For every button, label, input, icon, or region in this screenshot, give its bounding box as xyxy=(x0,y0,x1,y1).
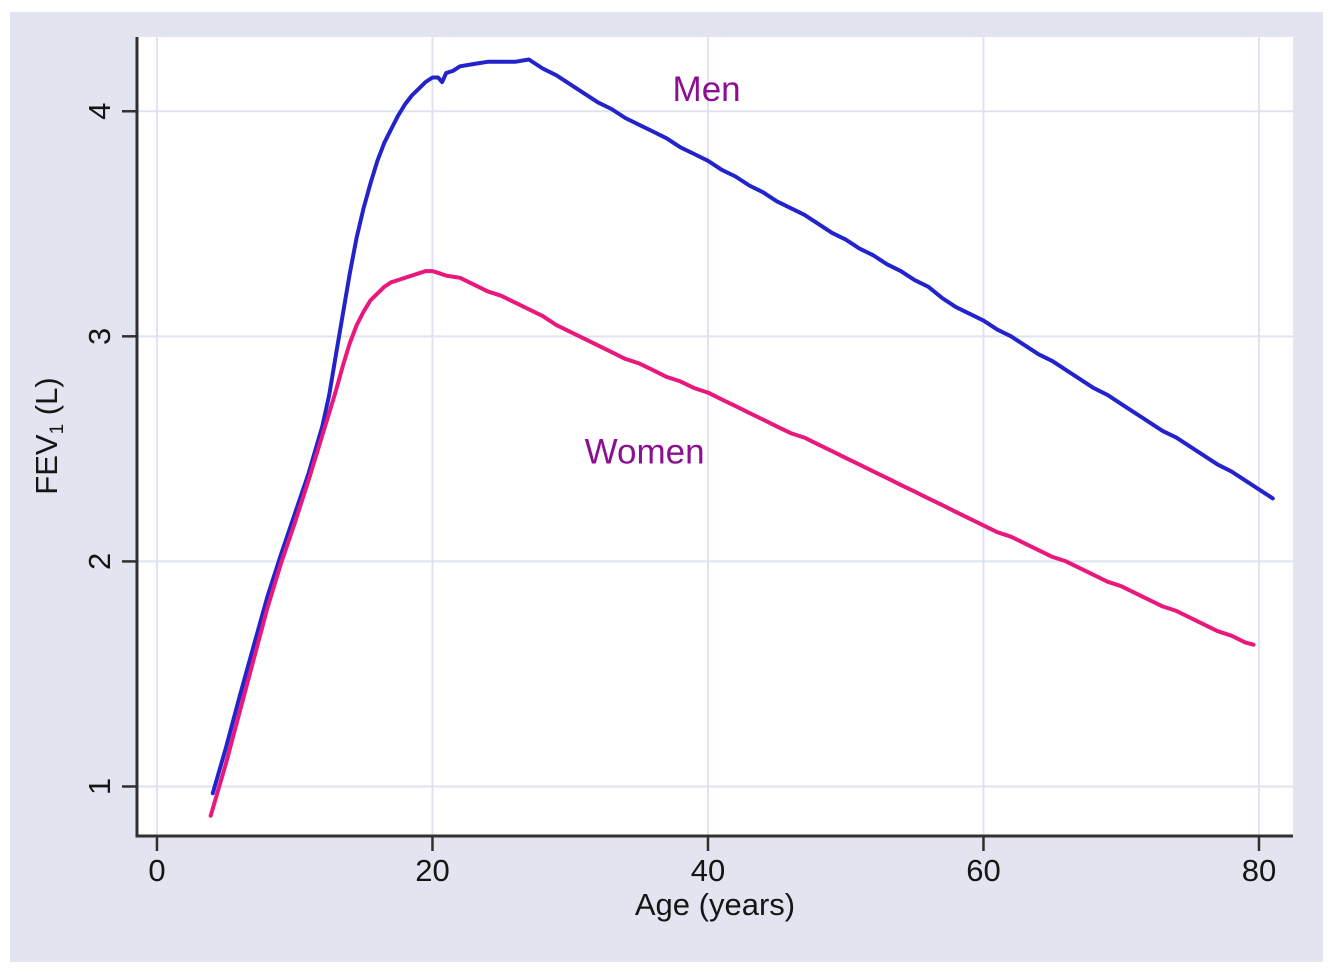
plot-area xyxy=(137,37,1293,836)
x-tick-label: 40 xyxy=(691,853,725,888)
tick-labels: 0 20 40 60 80 1 2 3 4 xyxy=(82,103,1276,888)
y-tick-label: 4 xyxy=(82,103,117,120)
y-tick-label: 3 xyxy=(82,328,117,345)
x-tick-label: 0 xyxy=(148,853,165,888)
x-axis-title: Age (years) xyxy=(635,887,795,922)
series-lines xyxy=(208,57,1275,818)
series-line-men xyxy=(210,57,1275,796)
series-annotations: Men Women xyxy=(585,70,741,471)
x-tick-label: 80 xyxy=(1242,853,1276,888)
y-axis-title: FEV1 (L) xyxy=(29,377,68,494)
y-tick-label: 2 xyxy=(82,553,117,570)
series-line-women xyxy=(208,269,1256,818)
tick-marks xyxy=(122,110,1261,851)
gridlines xyxy=(137,37,1293,836)
series-label-men: Men xyxy=(673,70,741,109)
x-tick-label: 60 xyxy=(966,853,1000,888)
y-tick-label: 1 xyxy=(82,778,117,795)
axes xyxy=(135,37,1293,838)
series-label-women: Women xyxy=(585,432,705,471)
x-tick-label: 20 xyxy=(415,853,449,888)
